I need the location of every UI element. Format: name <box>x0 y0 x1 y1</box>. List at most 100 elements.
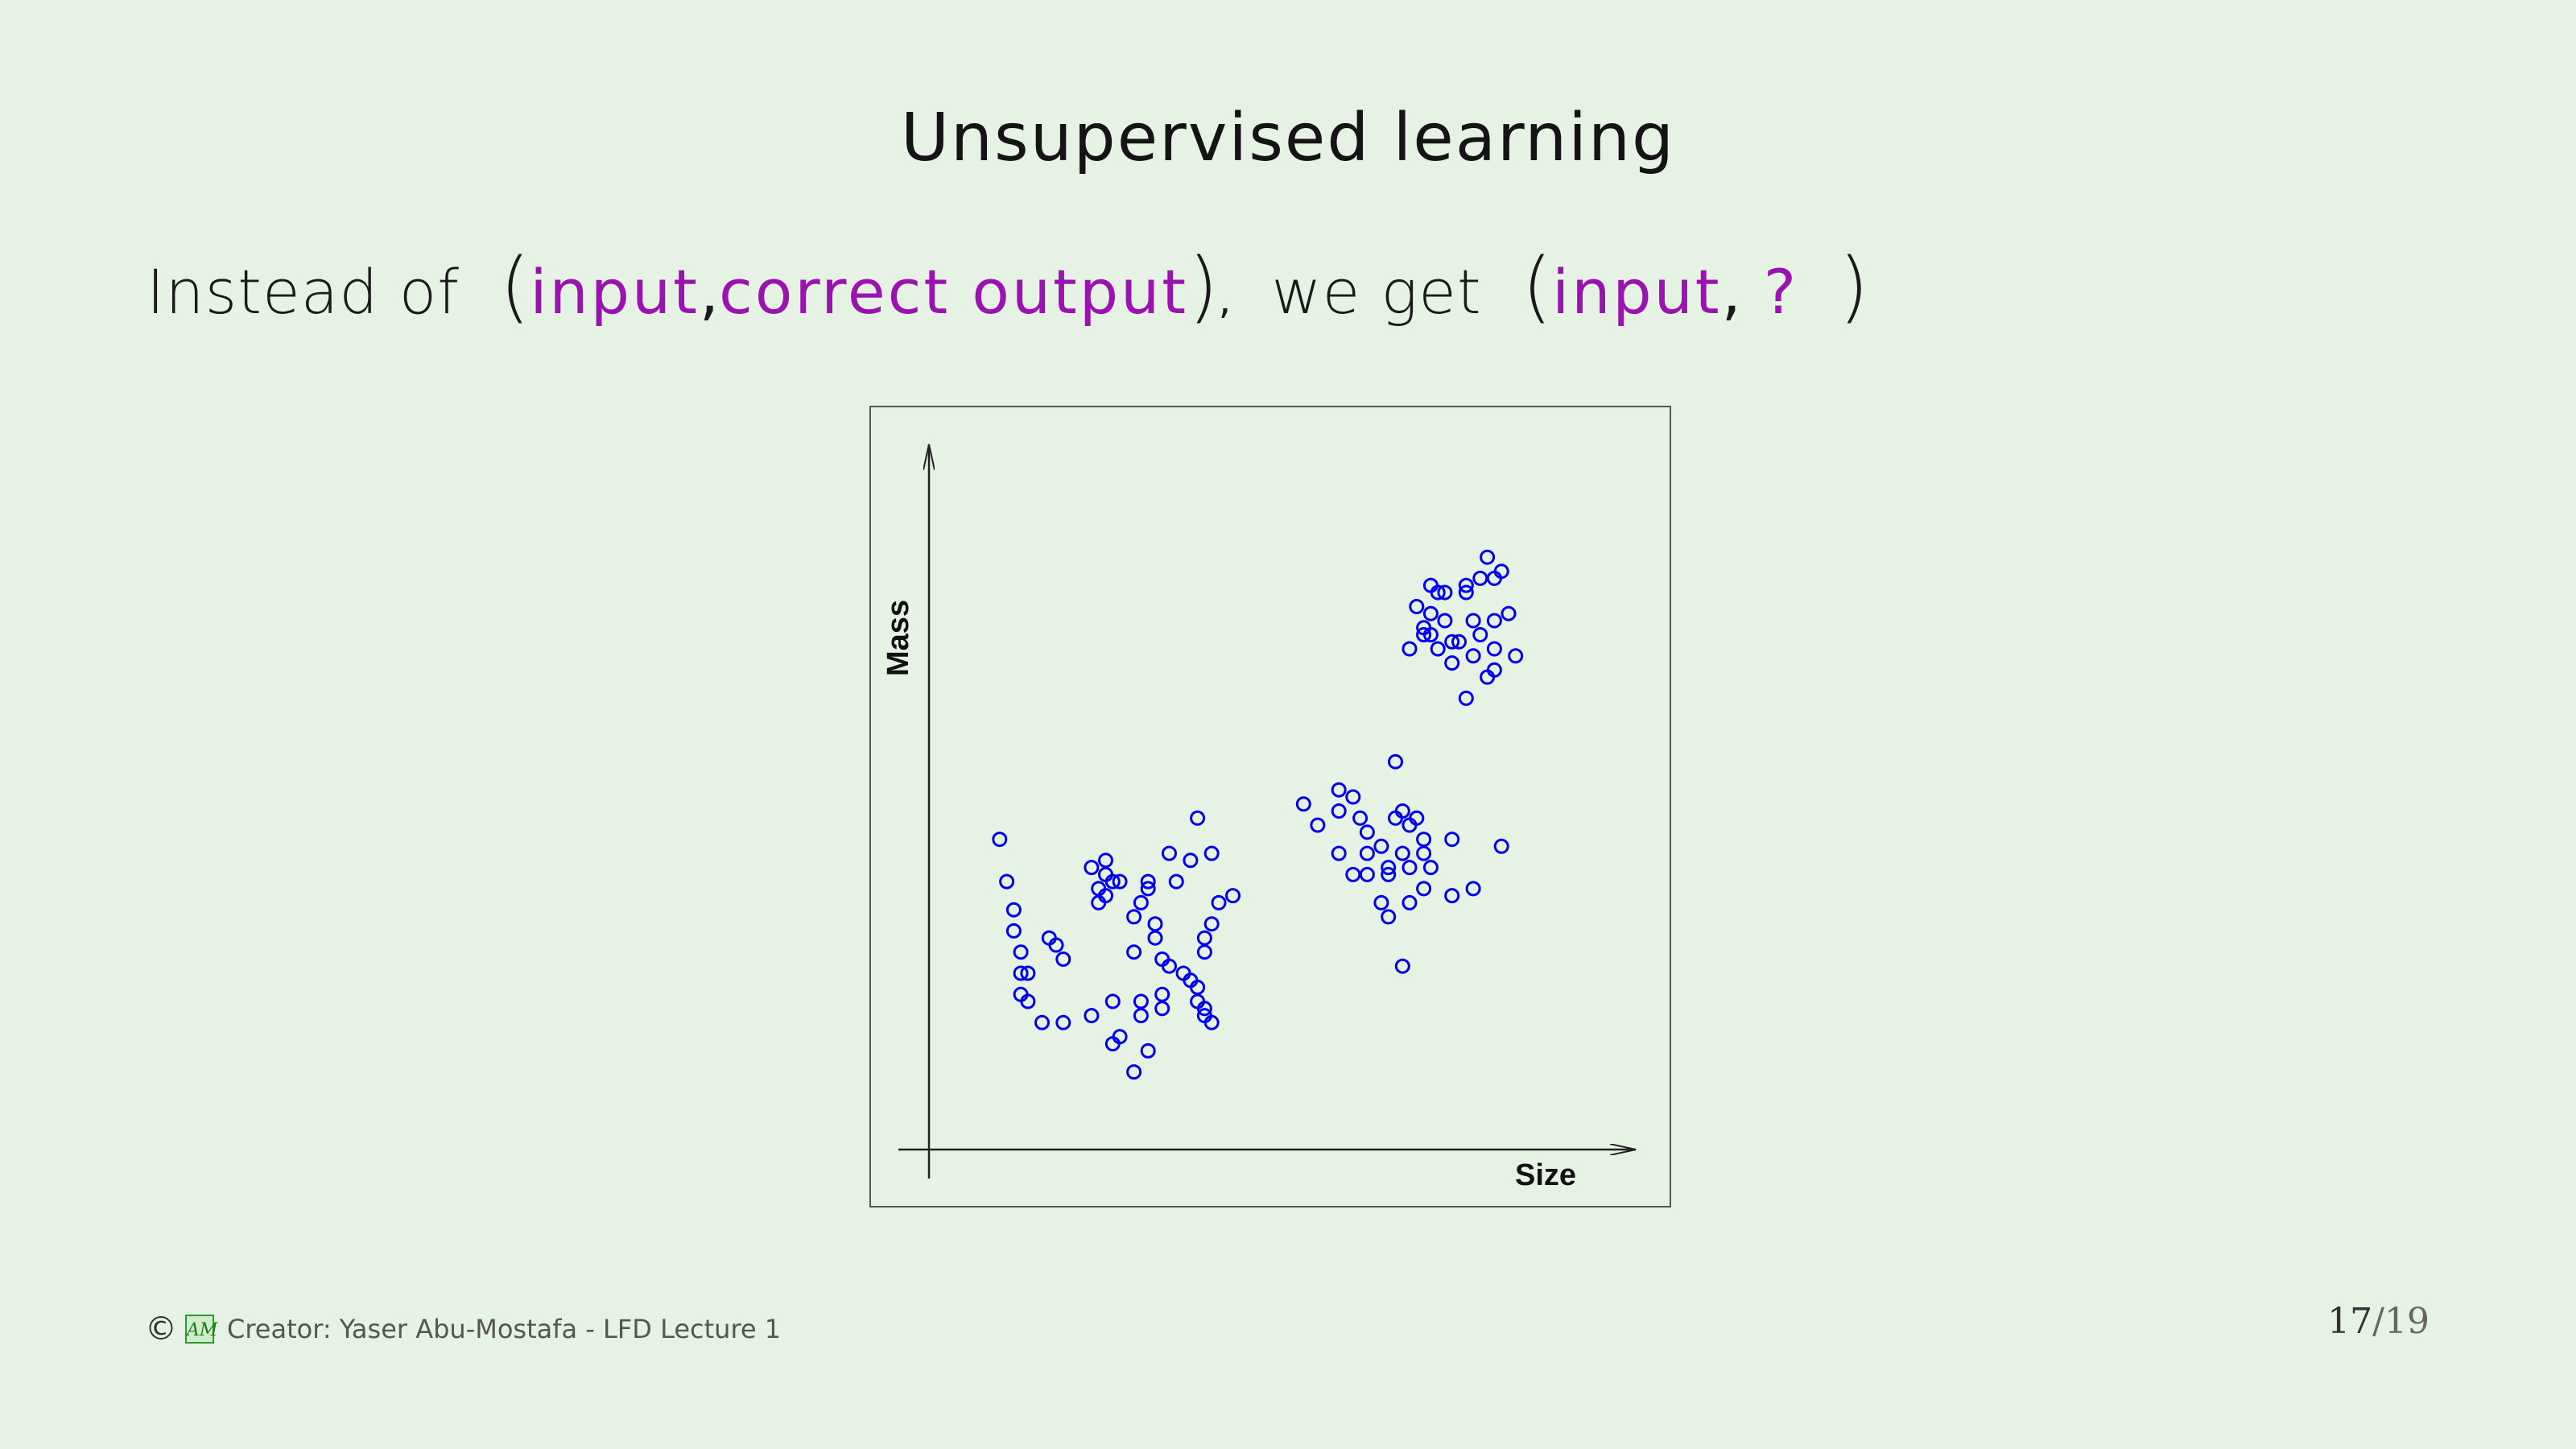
data-point <box>1359 845 1375 861</box>
data-point <box>1508 648 1524 664</box>
data-point <box>1409 599 1425 614</box>
data-point <box>1140 881 1156 897</box>
data-point <box>1098 852 1113 869</box>
data-point <box>1458 584 1474 601</box>
data-point <box>1458 690 1474 706</box>
slide-title: Unsupervised learning <box>900 100 1676 176</box>
data-point <box>1493 564 1509 580</box>
data-point <box>1196 930 1212 946</box>
data-point <box>999 873 1015 890</box>
data-point <box>1126 1064 1142 1080</box>
data-point <box>1394 958 1410 974</box>
data-point <box>1104 993 1121 1009</box>
data-point <box>1373 894 1389 910</box>
data-point <box>1402 860 1418 876</box>
data-point <box>1048 937 1064 953</box>
data-point <box>1013 944 1029 960</box>
data-point <box>1444 888 1460 904</box>
data-point <box>1140 1042 1156 1059</box>
data-point <box>1196 1001 1212 1017</box>
data-point <box>1422 627 1439 642</box>
data-point <box>1310 817 1326 833</box>
data-point <box>1359 866 1375 882</box>
data-point <box>1430 641 1446 657</box>
data-point <box>1394 845 1410 861</box>
data-point <box>1162 845 1177 861</box>
data-point <box>1203 845 1220 861</box>
input-label-1: input <box>530 256 700 328</box>
close-paren-1: ) <box>1188 242 1219 332</box>
data-point <box>1416 627 1432 642</box>
question-mark: ? <box>1763 256 1799 328</box>
data-point <box>1225 888 1241 904</box>
data-point <box>1444 634 1460 650</box>
data-point <box>1465 881 1481 897</box>
scatter-figure: Size Mass <box>869 406 1671 1208</box>
data-point <box>1472 570 1488 586</box>
data-point <box>1098 888 1113 904</box>
creator-text: Creator: Yaser Abu-Mostafa - LFD Lecture… <box>227 1314 782 1344</box>
data-point <box>1013 965 1029 981</box>
data-point <box>1112 1029 1128 1045</box>
data-point <box>1190 980 1206 995</box>
page-number: 17/19 <box>2327 1301 2429 1342</box>
data-point <box>1084 1008 1100 1024</box>
y-axis-label: Mass <box>881 600 915 676</box>
data-point <box>1154 986 1170 1002</box>
data-point <box>1005 902 1022 918</box>
data-point <box>1020 993 1036 1009</box>
data-point <box>1373 838 1389 854</box>
data-point <box>1147 916 1163 932</box>
data-points <box>992 549 1524 1080</box>
prefix-text: Instead of <box>147 256 460 328</box>
open-paren-1: ( <box>499 242 530 332</box>
data-point <box>1211 894 1227 910</box>
comma-3: , <box>1721 256 1741 328</box>
data-point <box>1345 866 1361 882</box>
data-point <box>1381 860 1397 876</box>
data-point <box>1196 944 1212 960</box>
open-paren-2: ( <box>1521 242 1553 332</box>
data-point <box>1394 803 1410 819</box>
data-point <box>1359 824 1375 840</box>
data-point <box>1486 662 1502 678</box>
data-point <box>1472 627 1488 642</box>
data-point <box>1444 832 1460 848</box>
data-point <box>1203 1014 1220 1030</box>
scatter-plot-svg: Size Mass <box>881 407 1670 1192</box>
data-point <box>1402 894 1418 910</box>
correct-output-label: correct output <box>719 256 1189 328</box>
data-point <box>1422 605 1439 621</box>
data-point <box>1203 916 1220 932</box>
data-point <box>1451 634 1467 650</box>
page-current: 17 <box>2327 1301 2373 1342</box>
data-point <box>1112 873 1128 890</box>
data-point <box>1416 881 1432 897</box>
data-point <box>1190 810 1206 826</box>
data-point <box>1154 1001 1170 1017</box>
data-point <box>1416 832 1432 848</box>
data-point <box>1465 648 1481 664</box>
data-point <box>1133 993 1149 1009</box>
data-point <box>1444 655 1460 671</box>
data-point <box>1126 909 1142 925</box>
subtitle-line: Instead of ( input , correct output ) , … <box>147 242 1869 332</box>
data-point <box>1183 852 1199 869</box>
data-point <box>1381 866 1397 882</box>
data-point <box>1168 873 1184 890</box>
comma-2: , <box>1218 276 1232 323</box>
data-point <box>1416 845 1432 861</box>
data-point <box>1345 789 1361 805</box>
data-point <box>1084 860 1100 876</box>
comma-1: , <box>699 256 720 328</box>
footer-credit: © AM Creator: Yaser Abu-Mostafa - LFD Le… <box>145 1311 781 1348</box>
data-point <box>1162 958 1177 974</box>
data-point <box>1422 860 1439 876</box>
data-point <box>1147 930 1163 946</box>
data-point <box>1352 810 1368 826</box>
data-point <box>1104 873 1121 890</box>
data-point <box>1295 796 1311 812</box>
data-point <box>1331 782 1347 798</box>
data-point <box>1430 584 1446 601</box>
data-point <box>1486 613 1502 629</box>
